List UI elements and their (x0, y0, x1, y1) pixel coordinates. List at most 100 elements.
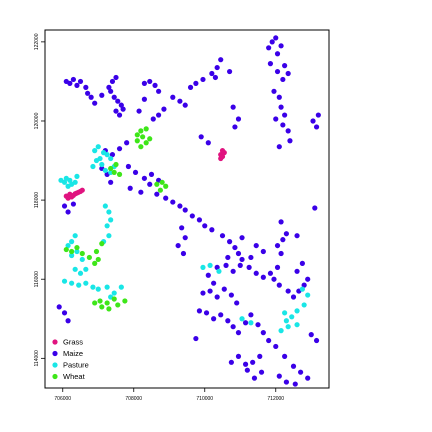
data-point-maize (267, 61, 274, 67)
data-point-maize (276, 373, 282, 379)
data-point-maize (211, 280, 217, 286)
data-point-maize (248, 312, 254, 318)
data-point-maize (301, 282, 307, 288)
data-point-maize (203, 310, 210, 316)
data-point-maize (276, 94, 282, 100)
data-point-maize (74, 82, 80, 88)
data-point-maize (287, 138, 293, 144)
data-point-pasture (299, 286, 305, 292)
data-point-maize (285, 70, 291, 77)
y-tick-label: 114000 (34, 350, 40, 367)
series-maize (56, 35, 321, 387)
data-point-maize (113, 74, 119, 81)
data-point-maize (65, 209, 71, 215)
data-point-maize (280, 237, 286, 243)
data-point-maize (242, 320, 249, 326)
data-point-maize (65, 318, 71, 324)
data-point-maize (221, 286, 227, 292)
data-point-pasture (92, 148, 98, 154)
data-point-maize (255, 322, 261, 328)
data-point-maize (266, 337, 272, 344)
x-tick-label: 706000 (54, 396, 71, 402)
data-point-maize (294, 233, 300, 239)
data-point-maize (294, 268, 300, 274)
data-point-maize (218, 312, 224, 318)
data-point-maize (179, 225, 185, 231)
data-point-pasture (108, 217, 114, 223)
data-point-maize (116, 112, 123, 118)
data-point-maize (266, 45, 272, 51)
data-point-maize (276, 282, 282, 288)
data-point-maize (278, 104, 284, 110)
data-point-grass (76, 189, 82, 195)
legend-item-grass: Grass (52, 338, 83, 347)
data-point-maize (313, 337, 320, 344)
data-point-maize (214, 294, 220, 300)
data-point-maize (274, 68, 281, 75)
data-point-maize (161, 106, 167, 112)
data-point-maize (61, 310, 68, 316)
data-point-maize (211, 316, 217, 322)
data-point-maize (271, 276, 277, 282)
data-point-maize (283, 379, 289, 385)
data-point-pasture (104, 152, 110, 158)
data-point-maize (313, 124, 320, 130)
data-point-pasture (301, 302, 307, 308)
data-point-maize (136, 108, 142, 114)
data-point-maize (237, 262, 243, 268)
data-point-maize (305, 276, 311, 282)
data-point-pasture (104, 223, 110, 229)
legend-label: Maize (63, 349, 83, 358)
data-point-maize (77, 78, 84, 85)
data-point-maize (85, 90, 91, 96)
data-point-maize (269, 39, 275, 45)
data-point-maize (274, 51, 281, 57)
data-point-wheat (63, 246, 69, 253)
data-point-maize (250, 359, 256, 365)
data-point-maize (189, 213, 195, 219)
data-point-pasture (90, 284, 96, 290)
data-point-maize (196, 308, 203, 314)
data-point-maize (271, 88, 277, 94)
legend-item-pasture: Pasture (52, 361, 89, 370)
data-point-maize (196, 217, 203, 223)
data-point-maize (70, 76, 76, 83)
data-point-pasture (72, 266, 78, 272)
data-point-maize (290, 294, 297, 300)
data-point-maize (299, 260, 305, 266)
data-point-maize (253, 270, 259, 276)
legend-marker (52, 350, 58, 357)
data-point-maize (193, 335, 199, 342)
data-point-maize (148, 171, 155, 177)
data-point-wheat (138, 144, 144, 150)
data-point-maize (214, 264, 220, 270)
data-point-maize (182, 207, 188, 213)
data-point-pasture (283, 318, 289, 324)
data-point-maize (141, 80, 147, 86)
data-point-pasture (83, 266, 89, 272)
data-point-pasture (118, 284, 124, 290)
data-point-maize (223, 262, 229, 268)
data-point-maize (282, 353, 288, 359)
data-point-maize (214, 64, 220, 71)
data-point-maize (202, 223, 208, 229)
legend-label: Grass (63, 338, 83, 347)
data-point-wheat (99, 241, 105, 247)
data-point-maize (177, 98, 183, 104)
data-point-maize (274, 242, 281, 249)
data-point-maize (170, 199, 176, 205)
data-point-pasture (74, 248, 80, 255)
data-point-maize (209, 227, 215, 233)
points-layer (56, 35, 321, 387)
data-point-maize (141, 96, 147, 102)
data-point-maize (232, 244, 238, 251)
data-point-maize (115, 98, 121, 104)
data-point-maize (230, 324, 236, 330)
data-point-maize (308, 332, 314, 338)
data-point-pasture (305, 292, 311, 298)
data-point-pasture (248, 320, 254, 326)
data-point-maize (235, 330, 242, 336)
data-point-wheat (111, 169, 117, 176)
